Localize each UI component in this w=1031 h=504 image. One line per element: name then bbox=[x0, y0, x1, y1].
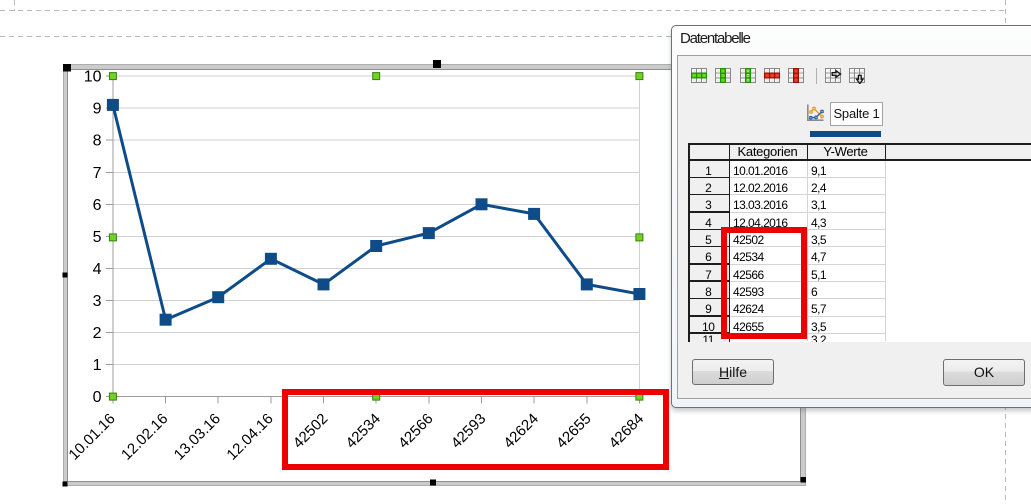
svg-text:6: 6 bbox=[93, 197, 102, 214]
svg-text:0: 0 bbox=[93, 389, 102, 406]
svg-text:10.01.16: 10.01.16 bbox=[65, 410, 118, 463]
svg-text:10: 10 bbox=[84, 69, 102, 86]
svg-text:1: 1 bbox=[93, 357, 102, 374]
svg-text:8: 8 bbox=[93, 133, 102, 150]
svg-text:5: 5 bbox=[93, 229, 102, 246]
svg-text:12.02.16: 12.02.16 bbox=[118, 410, 171, 463]
svg-text:13.03.16: 13.03.16 bbox=[171, 410, 224, 463]
svg-text:3: 3 bbox=[93, 293, 102, 310]
svg-text:7: 7 bbox=[93, 165, 102, 182]
svg-text:4: 4 bbox=[93, 261, 102, 278]
svg-text:9: 9 bbox=[93, 101, 102, 118]
svg-text:12.04.16: 12.04.16 bbox=[223, 410, 276, 463]
svg-text:2: 2 bbox=[93, 325, 102, 342]
